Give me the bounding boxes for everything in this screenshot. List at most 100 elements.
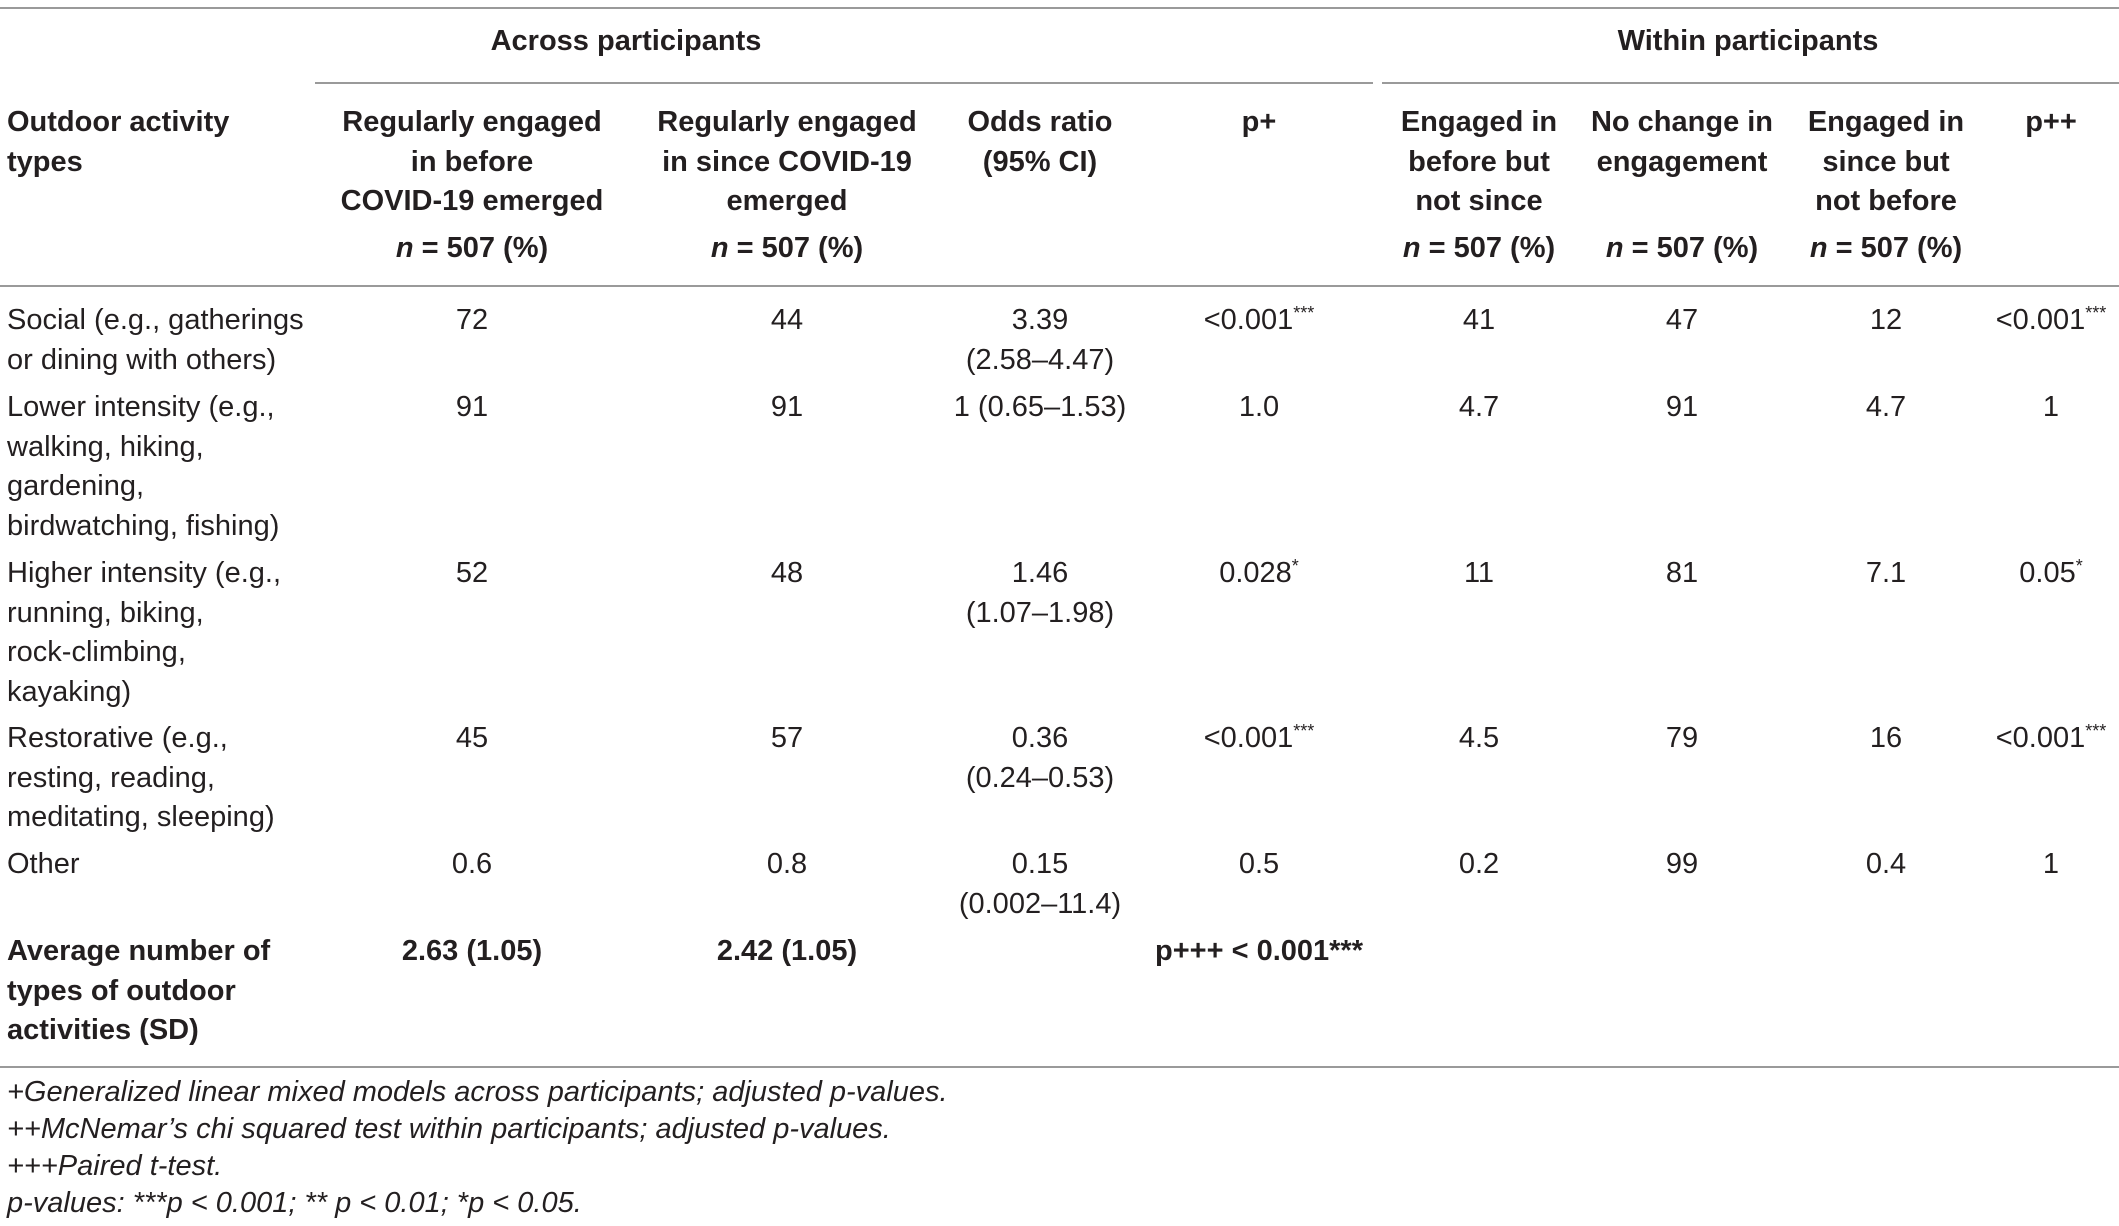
row-label: Higher intensity (e.g., running, biking, r… xyxy=(7,554,281,712)
average-before: 2.63 (1.05) xyxy=(401,935,543,967)
footnote-4: p-values: ***p < 0.001; ** p < 0.01; *p … xyxy=(7,1187,582,1219)
column-header-7: Engaged in since but not before xyxy=(1726,103,2046,222)
cell-no-change: 79 xyxy=(1665,722,1699,754)
column-header-line: emerged xyxy=(726,185,848,217)
column-header-line: not since xyxy=(1415,185,1543,217)
row-label-line: rock-climbing, xyxy=(7,636,186,668)
average-since: 2.42 (1.05) xyxy=(716,935,858,967)
odds-ratio-line: 1.46 xyxy=(1011,557,1069,589)
cell-before: 91 xyxy=(455,391,489,423)
significance-marker: *** xyxy=(2085,721,2107,741)
odds-ratio-line: (2.58–4.47) xyxy=(965,343,1115,376)
column-header-line: p+ xyxy=(1241,106,1277,138)
cell-no-change: 99 xyxy=(1665,848,1699,880)
column-header-n: n = 507 (%) xyxy=(1522,229,1842,269)
significance-marker: * xyxy=(2075,556,2083,576)
cell-since: 91 xyxy=(770,391,804,423)
cell-odds-ratio: 0.36 (0.24–0.53) xyxy=(900,719,1180,798)
footnote-1: +Generalized linear mixed models across … xyxy=(7,1076,948,1108)
group-header-within: Within participants xyxy=(1617,25,1879,57)
significance-marker: *** xyxy=(1293,721,1315,741)
odds-ratio-line: 3.39 xyxy=(1011,304,1069,336)
average-row-label-line: activities (SD) xyxy=(7,1014,199,1046)
cell-odds-ratio: 0.15 (0.002–11.4) xyxy=(900,845,1180,924)
column-header-2: Regularly engaged in since COVID-19 emerge… xyxy=(627,103,947,222)
column-header-line: engagement xyxy=(1596,145,1768,178)
column-header-n: n = 507 (%) xyxy=(312,229,632,269)
cell-before: 52 xyxy=(455,557,489,589)
n-value: = 507 (%) xyxy=(1827,232,1963,264)
column-header-3: Odds ratio (95% CI) xyxy=(880,103,1200,182)
significance-marker: *** xyxy=(2085,303,2107,323)
footnote-3: +++Paired t-test. xyxy=(7,1150,223,1182)
cell-p-within: <0.001*** xyxy=(1995,303,2107,336)
cell-p-within: 0.05* xyxy=(2019,556,2083,589)
cell-p-across: 0.028* xyxy=(1219,556,1299,589)
group-rule-across xyxy=(315,82,1373,84)
cell-not-before: 4.7 xyxy=(1865,391,1907,423)
significance-marker: * xyxy=(1291,556,1299,576)
cell-odds-ratio: 1.46 (1.07–1.98) xyxy=(900,554,1180,633)
odds-ratio-line: 0.15 xyxy=(1011,848,1069,880)
average-p-value: p+++ < 0.001*** xyxy=(1155,935,1363,967)
column-header-line: (95% CI) xyxy=(982,145,1098,178)
row-label-line: Higher intensity (e.g., xyxy=(7,557,282,589)
n-value: = 507 (%) xyxy=(413,232,549,264)
cell-p-across: <0.001*** xyxy=(1203,303,1315,336)
row-label: Lower intensity (e.g., walking, hiking, ga… xyxy=(7,388,279,546)
column-header-line: Odds ratio xyxy=(967,106,1113,138)
odds-ratio-line: 1 (0.65–1.53) xyxy=(953,391,1127,423)
average-row-label-line: Average number of xyxy=(7,935,271,967)
bottom-rule xyxy=(0,1066,2119,1068)
row-label-line: or dining with others) xyxy=(7,343,277,376)
cell-p-within: <0.001*** xyxy=(1995,721,2107,754)
column-header-line: in before xyxy=(410,145,534,178)
row-label-line: kayaking) xyxy=(7,675,132,708)
n-value: = 507 (%) xyxy=(728,232,864,264)
column-header-n: n = 507 (%) xyxy=(1726,229,2046,269)
column-header-line: No change in xyxy=(1590,106,1774,138)
cell-no-change: 81 xyxy=(1665,557,1699,589)
column-header-line: Engaged in xyxy=(1807,106,1965,138)
column-header-line: Outdoor activity xyxy=(7,106,230,138)
column-header-line: Regularly engaged xyxy=(657,106,917,138)
row-label-line: resting, reading, xyxy=(7,761,215,794)
odds-ratio-line: 0.36 xyxy=(1011,722,1069,754)
cell-not-before: 16 xyxy=(1869,722,1903,754)
row-label-line: meditating, sleeping) xyxy=(7,801,275,833)
cell-since: 57 xyxy=(770,722,804,754)
cell-before: 0.6 xyxy=(451,848,493,880)
cell-before: 45 xyxy=(455,722,489,754)
row-label: Other xyxy=(7,845,80,885)
row-label-line: walking, hiking, xyxy=(7,430,204,463)
n-symbol: n xyxy=(1402,232,1421,264)
cell-no-change: 91 xyxy=(1665,391,1699,423)
column-header-line: types xyxy=(7,145,83,178)
row-label: Social (e.g., gatherings or dining with o… xyxy=(7,301,304,380)
column-header-6: No change in engagement xyxy=(1522,103,1842,182)
cell-not-before: 0.4 xyxy=(1865,848,1907,880)
cell-not-before: 7.1 xyxy=(1865,557,1907,589)
column-header-5: Engaged in before but not since xyxy=(1319,103,1639,222)
column-header-line: COVID-19 emerged xyxy=(340,185,604,217)
column-header-line: Regularly engaged xyxy=(342,106,602,138)
group-header-across: Across participants xyxy=(490,25,762,57)
n-symbol: n xyxy=(710,232,729,264)
column-header-4: p+ xyxy=(1099,103,1419,143)
column-header-8: p++ xyxy=(1891,103,2119,143)
cell-not-since: 11 xyxy=(1463,557,1495,589)
header-rule xyxy=(0,285,2119,287)
column-header-0: Outdoor activity types xyxy=(7,103,229,182)
row-label-line: Restorative (e.g., xyxy=(7,722,228,754)
top-rule xyxy=(0,7,2119,9)
n-symbol: n xyxy=(1605,232,1624,264)
n-symbol: n xyxy=(1809,232,1828,264)
row-label-line: running, biking, xyxy=(7,596,204,629)
column-header-n: n = 507 (%) xyxy=(1319,229,1639,269)
average-row-label: Average number of types of outdoor activit… xyxy=(7,932,270,1051)
cell-p-across: 1.0 xyxy=(1238,391,1280,423)
cell-p-within: 1 xyxy=(2042,848,2060,880)
cell-since: 44 xyxy=(770,304,804,336)
cell-before: 72 xyxy=(455,304,489,336)
